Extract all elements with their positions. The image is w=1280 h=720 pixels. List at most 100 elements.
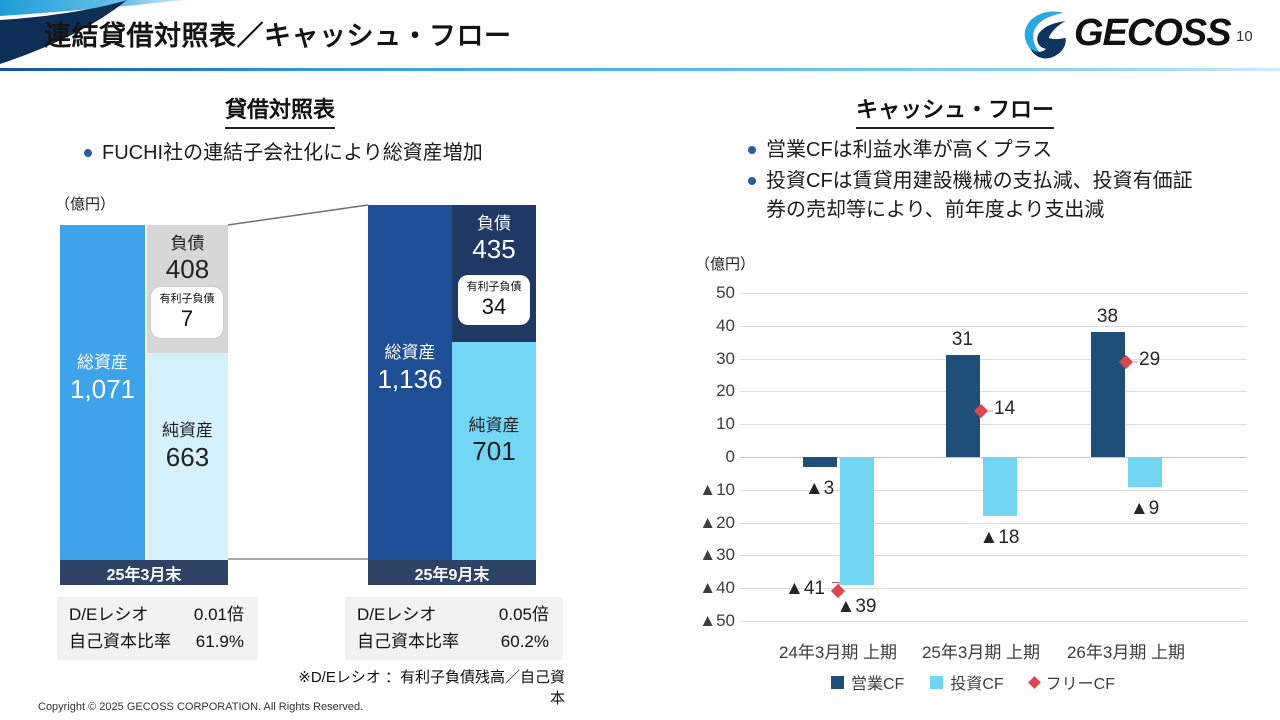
bar-label: 総資産 xyxy=(384,343,436,363)
bar-net-assets-prev: 純資産 663 xyxy=(147,353,228,560)
interest-bearing-debt-box-curr: 有利子負債 34 xyxy=(458,275,530,325)
bullet-text: 営業CFは利益水準が高くプラス xyxy=(766,139,1053,161)
cash-flow-unit-label: （億円） xyxy=(695,256,756,273)
bar-value: 701 xyxy=(472,436,516,467)
cf-y-axis-label: 50 xyxy=(716,283,735,302)
cf-value-label-free-1: 14 xyxy=(994,398,1016,420)
cf-value-label-free-2: 29 xyxy=(1139,348,1161,370)
metric-value: 61.9% xyxy=(195,631,244,651)
box-value: 7 xyxy=(180,306,194,332)
interest-bearing-debt-box-prev: 有利子負債 7 xyxy=(151,287,223,338)
legend-label: フリーCF xyxy=(1045,676,1116,693)
cf-y-axis-label: 40 xyxy=(716,315,735,335)
corner-swoosh-decoration xyxy=(0,0,185,64)
gecoss-logo-icon xyxy=(1024,11,1066,59)
bullet-text: 投資CFは賃貸用建設機械の支払減、投資有価証券の売却等により、前年度より支出減 xyxy=(766,170,1193,221)
cf-value-label-operating-0: ▲3 xyxy=(804,477,835,499)
bar-label: 純資産 xyxy=(162,421,213,441)
bar-label: 純資産 xyxy=(468,415,520,435)
bullet-dot xyxy=(84,149,92,157)
cf-bar-investing-0 xyxy=(839,457,874,585)
cf-gridline xyxy=(740,522,1247,524)
metric-label: D/Eレシオ xyxy=(357,605,437,624)
metric-label: 自己資本比率 xyxy=(357,631,459,651)
date-band-prev: 25年3月末 xyxy=(60,560,228,585)
date-band-curr: 25年9月末 xyxy=(368,560,536,585)
cash-flow-bullets: 営業CFは利益水準が高くプラス 投資CFは賃貸用建設機械の支払減、投資有価証券の… xyxy=(748,136,1234,227)
legend-item: 投資CF xyxy=(930,670,1004,694)
cf-value-label-free-0: ▲41 xyxy=(785,578,825,600)
cf-y-axis-label: ▲20 xyxy=(699,512,735,532)
legend-label: 投資CF xyxy=(950,676,1004,693)
cf-value-label-operating-2: 38 xyxy=(1096,306,1119,328)
bullet-dot xyxy=(748,177,756,185)
cf-y-axis-label: ▲10 xyxy=(699,479,735,499)
cash-flow-chart: （億円） 50 40 30 20 10 0 ▲10 ▲20 ▲30 ▲40 ▲50 ▲3 31 38 ▲39… xyxy=(695,250,1251,710)
cf-bar-investing-1 xyxy=(982,457,1017,517)
page-number: 10 xyxy=(1236,28,1253,45)
bar-total-assets-curr: 総資産 1,136 xyxy=(368,205,452,560)
cf-gridline xyxy=(740,391,1247,393)
cf-y-axis-label: 0 xyxy=(725,447,735,466)
cf-y-axis-label: ▲50 xyxy=(699,611,735,630)
balance-sheet-bullet: FUCHI社の連結子会社化により総資産増加 xyxy=(84,139,604,168)
cf-category-label: 26年3月期 上期 xyxy=(1066,643,1186,662)
cf-y-axis-label: ▲30 xyxy=(699,545,735,565)
bar-value: 408 xyxy=(165,254,210,285)
cash-flow-bullet: 投資CFは賃貸用建設機械の支払減、投資有価証券の売却等により、前年度より支出減 xyxy=(748,167,1234,225)
cf-value-label-investing-1: ▲18 xyxy=(979,527,1020,549)
cf-bar-investing-2 xyxy=(1127,457,1162,487)
balance-sheet-heading: 貸借対照表 xyxy=(40,92,520,129)
cf-bar-operating-1 xyxy=(945,355,980,457)
legend-square-marker xyxy=(930,675,944,689)
cf-y-axis-label: 10 xyxy=(716,414,735,434)
bar-label: 総資産 xyxy=(77,353,128,373)
de-ratio-box-curr: D/Eレシオ 0.05倍 自己資本比率 60.2% xyxy=(345,597,563,660)
bullet-text: FUCHI社の連結子会社化により総資産増加 xyxy=(102,142,483,164)
cf-y-axis-label: 30 xyxy=(716,348,735,368)
cf-bar-operating-2 xyxy=(1090,332,1125,457)
box-label: 有利子負債 xyxy=(159,293,215,306)
metric-value: 0.01倍 xyxy=(193,605,244,624)
legend-square-marker xyxy=(830,675,844,689)
cf-category-label: 24年3月期 上期 xyxy=(778,643,898,662)
cf-value-label-investing-0: ▲39 xyxy=(836,595,877,617)
metric-value: 0.05倍 xyxy=(498,605,549,624)
cf-gridline xyxy=(740,588,1247,590)
bar-net-assets-curr: 純資産 701 xyxy=(452,342,536,560)
cash-flow-bullet: 営業CFは利益水準が高くプラス xyxy=(748,136,1234,165)
balance-sheet-unit-label: （億円） xyxy=(55,196,116,213)
de-ratio-box-prev: D/Eレシオ 0.01倍 自己資本比率 61.9% xyxy=(57,597,258,660)
cf-gridline xyxy=(740,325,1247,327)
cf-value-label-investing-2: ▲9 xyxy=(1129,497,1160,519)
gecoss-logo-text: GECOSS xyxy=(1074,12,1232,54)
cf-bar-operating-0 xyxy=(802,457,837,467)
cf-gridline xyxy=(740,621,1247,622)
bar-value: 1,071 xyxy=(69,373,136,404)
header-rule xyxy=(0,68,1280,71)
legend-diamond-marker xyxy=(1027,675,1041,689)
page-title: 連結貸借対照表／キャッシュ・フロー xyxy=(44,21,512,51)
company-logo: GECOSS xyxy=(1022,6,1262,62)
bar-label: 負債 xyxy=(477,214,511,233)
cf-gridline xyxy=(740,293,1247,294)
cf-value-label-operating-1: 31 xyxy=(951,329,974,351)
cf-gridline xyxy=(740,424,1247,426)
metric-label: D/Eレシオ xyxy=(69,605,149,624)
cash-flow-legend: 営業CF 投資CF フリーCF xyxy=(695,670,1251,694)
de-ratio-footnote: ※D/Eレシオ ：有利子負債残高／自己資本 xyxy=(298,669,565,707)
legend-item: 営業CF xyxy=(830,670,904,694)
box-value: 34 xyxy=(481,293,507,319)
bar-value: 1,136 xyxy=(377,363,443,394)
bar-total-assets-prev: 総資産 1,071 xyxy=(60,225,145,560)
box-label: 有利子負債 xyxy=(466,280,522,293)
bar-label: 負債 xyxy=(170,234,205,253)
cash-flow-plot-area: 50 40 30 20 10 0 ▲10 ▲20 ▲30 ▲40 ▲50 ▲3 31 38 ▲39 ▲18 ▲9… xyxy=(695,250,1251,710)
bar-value: 435 xyxy=(472,234,516,265)
cf-gridline xyxy=(740,358,1247,360)
metric-value: 60.2% xyxy=(500,631,549,651)
cf-y-axis-label: ▲40 xyxy=(699,578,735,598)
footer-copyright: Copyright © 2025 GECOSS CORPORATION. All… xyxy=(38,701,364,713)
bar-value: 663 xyxy=(165,441,210,472)
